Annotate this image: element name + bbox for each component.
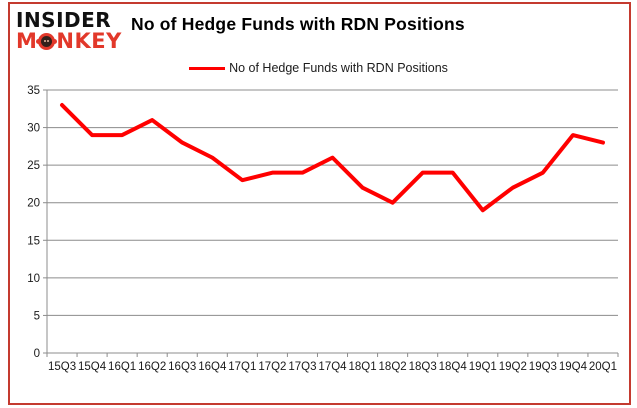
legend-line-swatch (189, 66, 226, 70)
logo-monkey-suffix: NKEY (56, 29, 122, 53)
x-axis-label-16Q2: 16Q2 (138, 361, 166, 373)
x-axis-label-18Q4: 18Q4 (439, 361, 468, 373)
logo-monkey-prefix: M (16, 29, 38, 53)
x-axis-label-17Q4: 17Q4 (318, 361, 347, 373)
x-axis-label-16Q1: 16Q1 (108, 361, 136, 373)
y-axis-label-5: 5 (34, 310, 40, 322)
y-axis-label-35: 35 (27, 85, 40, 97)
x-axis-label-17Q1: 17Q1 (228, 361, 256, 373)
legend-label: No of Hedge Funds with RDN Positions (229, 61, 448, 75)
y-axis-label-25: 25 (27, 160, 40, 172)
x-axis-label-15Q3: 15Q3 (48, 361, 76, 373)
x-axis-label-16Q4: 16Q4 (198, 361, 227, 373)
logo-text-monkey: M NKEY (16, 31, 122, 52)
x-axis-label-16Q3: 16Q3 (168, 361, 196, 373)
y-axis-label-10: 10 (27, 273, 40, 285)
y-axis-label-30: 30 (27, 123, 40, 135)
x-axis-label-19Q4: 19Q4 (559, 361, 588, 373)
series-line-hedge-funds (60, 103, 605, 213)
x-axis-label-19Q1: 19Q1 (469, 361, 497, 373)
y-axis-label-20: 20 (27, 198, 40, 210)
x-axis-label-18Q1: 18Q1 (348, 361, 376, 373)
legend: No of Hedge Funds with RDN Positions (0, 61, 637, 75)
monkey-face-icon (36, 33, 58, 50)
x-axis-label-19Q2: 19Q2 (499, 361, 527, 373)
x-axis-label-20Q1: 20Q1 (589, 361, 617, 373)
x-axis-label-15Q4: 15Q4 (78, 361, 107, 373)
x-axis-label-18Q2: 18Q2 (379, 361, 407, 373)
y-axis-label-15: 15 (27, 235, 40, 247)
insider-monkey-logo: INSIDER M NKEY (16, 10, 122, 52)
chart-title: No of Hedge Funds with RDN Positions (131, 14, 465, 34)
x-axis-label-17Q2: 17Q2 (258, 361, 286, 373)
y-axis-label-0: 0 (34, 348, 40, 360)
x-axis-label-18Q3: 18Q3 (409, 361, 437, 373)
x-axis-label-17Q3: 17Q3 (288, 361, 316, 373)
x-axis-label-19Q3: 19Q3 (529, 361, 557, 373)
logo-text-insider: INSIDER (16, 8, 112, 32)
